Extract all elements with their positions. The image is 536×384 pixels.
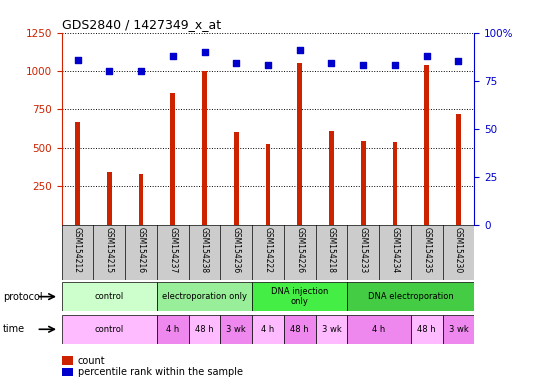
Bar <box>266 144 270 225</box>
Text: 4 h: 4 h <box>262 325 274 334</box>
Text: GSM154218: GSM154218 <box>327 227 336 273</box>
Text: time: time <box>3 324 25 334</box>
Bar <box>297 63 302 225</box>
Bar <box>107 172 111 225</box>
Text: 48 h: 48 h <box>291 325 309 334</box>
Point <box>359 62 368 68</box>
Bar <box>252 282 347 311</box>
Point <box>454 58 463 65</box>
Text: control: control <box>95 292 124 301</box>
Bar <box>284 315 316 344</box>
Bar <box>392 142 397 225</box>
Point <box>105 68 114 74</box>
Text: 3 wk: 3 wk <box>322 325 341 334</box>
Text: GSM154235: GSM154235 <box>422 227 431 274</box>
Text: 4 h: 4 h <box>373 325 386 334</box>
Point <box>73 56 82 63</box>
Point <box>137 68 145 74</box>
Text: 3 wk: 3 wk <box>226 325 246 334</box>
Bar <box>361 141 366 225</box>
Point <box>200 49 209 55</box>
Point <box>264 62 272 68</box>
Text: GSM154238: GSM154238 <box>200 227 209 273</box>
Text: GSM154212: GSM154212 <box>73 227 82 273</box>
Text: 4 h: 4 h <box>166 325 180 334</box>
Point <box>295 47 304 53</box>
Bar <box>329 131 334 225</box>
Point <box>391 62 399 68</box>
Text: GSM154237: GSM154237 <box>168 227 177 274</box>
Text: 48 h: 48 h <box>418 325 436 334</box>
Bar <box>347 315 411 344</box>
Bar <box>202 71 207 225</box>
Text: 48 h: 48 h <box>195 325 214 334</box>
Bar <box>411 315 443 344</box>
Text: GSM154215: GSM154215 <box>105 227 114 273</box>
Bar <box>456 114 461 225</box>
Point <box>168 53 177 59</box>
Text: DNA electroporation: DNA electroporation <box>368 292 454 301</box>
Bar <box>157 315 189 344</box>
Text: electroporation only: electroporation only <box>162 292 247 301</box>
Text: count: count <box>78 356 106 366</box>
Text: GSM154216: GSM154216 <box>137 227 145 273</box>
Bar <box>139 174 144 225</box>
Point <box>327 60 336 66</box>
Text: GDS2840 / 1427349_x_at: GDS2840 / 1427349_x_at <box>62 18 221 31</box>
Text: GSM154233: GSM154233 <box>359 227 368 274</box>
Text: control: control <box>95 325 124 334</box>
Bar <box>75 122 80 225</box>
Text: GSM154226: GSM154226 <box>295 227 304 273</box>
Text: GSM154234: GSM154234 <box>391 227 399 274</box>
Bar <box>443 315 474 344</box>
Bar <box>62 282 157 311</box>
Bar <box>347 282 474 311</box>
Bar <box>234 132 239 225</box>
Bar <box>62 315 157 344</box>
Bar <box>189 315 220 344</box>
Bar <box>170 93 175 225</box>
Text: 3 wk: 3 wk <box>449 325 468 334</box>
Text: DNA injection
only: DNA injection only <box>271 287 329 306</box>
Bar <box>220 315 252 344</box>
Text: percentile rank within the sample: percentile rank within the sample <box>78 367 243 377</box>
Bar <box>316 315 347 344</box>
Point <box>422 53 431 59</box>
Text: GSM154222: GSM154222 <box>264 227 272 273</box>
Bar <box>425 65 429 225</box>
Text: protocol: protocol <box>3 291 42 302</box>
Text: GSM154236: GSM154236 <box>232 227 241 274</box>
Point <box>232 60 241 66</box>
Bar <box>157 282 252 311</box>
Bar <box>252 315 284 344</box>
Text: GSM154230: GSM154230 <box>454 227 463 274</box>
